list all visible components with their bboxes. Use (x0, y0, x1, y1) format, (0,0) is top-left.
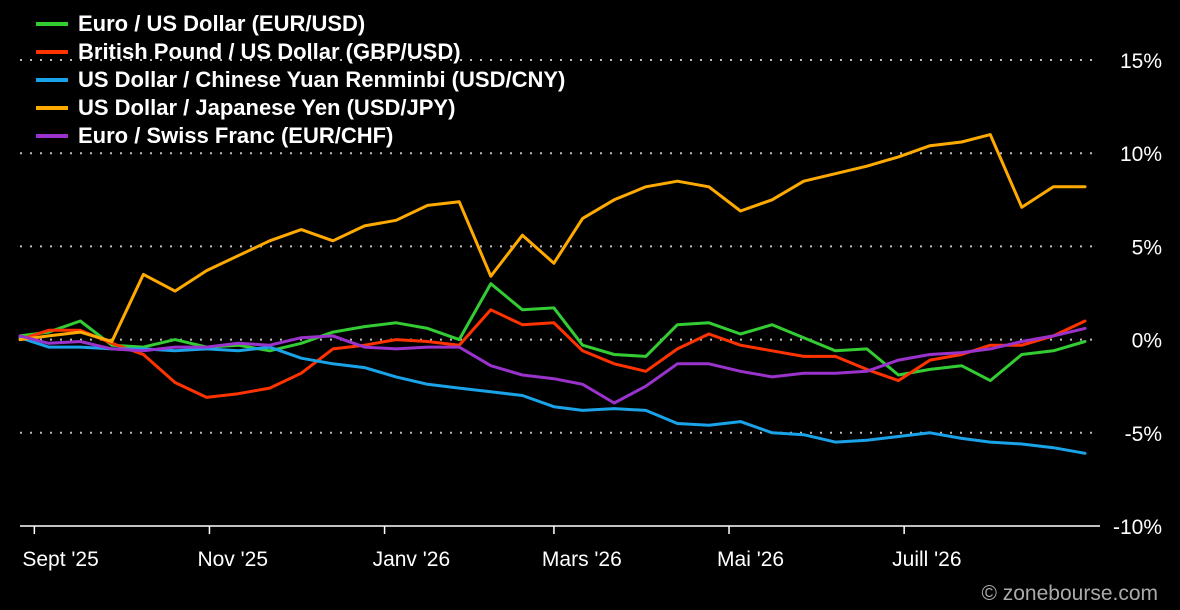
legend-label: US Dollar / Japanese Yen (USD/JPY) (78, 95, 456, 120)
series-line-usdcny (18, 336, 1087, 455)
y-tick-label: -5% (1125, 423, 1162, 446)
legend-swatch (36, 50, 68, 54)
y-tick-label: 5% (1132, 236, 1162, 259)
x-tick-label: Mars '26 (542, 548, 622, 571)
legend-label: Euro / US Dollar (EUR/USD) (78, 11, 366, 36)
legend-label: British Pound / US Dollar (GBP/USD) (78, 39, 461, 64)
watermark: © zonebourse.com (981, 582, 1158, 605)
y-tick-label: 10% (1120, 143, 1162, 166)
x-tick-label: Sept '25 (22, 548, 98, 571)
series-line-eurusd (18, 282, 1087, 383)
legend-item-eurusd[interactable]: Euro / US Dollar (EUR/USD) (36, 10, 565, 38)
legend-label: Euro / Swiss Franc (EUR/CHF) (78, 123, 394, 148)
y-tick-label: 0% (1132, 330, 1162, 353)
y-tick-label: 15% (1120, 50, 1162, 73)
x-tick-label: Nov '25 (197, 548, 268, 571)
x-axis: Sept '25 Nov '25 Janv '26 Mars '26 Mai '26 Ju… (22, 526, 962, 571)
legend-item-gbpusd[interactable]: British Pound / US Dollar (GBP/USD) (36, 38, 565, 66)
legend-item-usdjpy[interactable]: US Dollar / Japanese Yen (USD/JPY) (36, 94, 565, 122)
legend-swatch (36, 134, 68, 138)
grid-lines (20, 59, 1100, 527)
y-axis: 15% 10% 5% 0% -5% -10% (1113, 50, 1162, 539)
series-line-usdjpy (18, 133, 1087, 343)
legend-item-eurchf[interactable]: Euro / Swiss Franc (EUR/CHF) (36, 122, 565, 150)
series-line-gbpusd (18, 308, 1087, 399)
series-lines (18, 133, 1087, 455)
x-tick-label: Mai '26 (717, 548, 784, 571)
legend-swatch (36, 78, 68, 82)
legend: Euro / US Dollar (EUR/USD) British Pound… (36, 10, 565, 150)
legend-label: US Dollar / Chinese Yuan Renminbi (USD/C… (78, 67, 566, 92)
x-tick-label: Juill '26 (892, 548, 961, 571)
legend-swatch (36, 106, 68, 110)
series-line-eurchf (18, 326, 1087, 405)
legend-item-usdcny[interactable]: US Dollar / Chinese Yuan Renminbi (USD/C… (36, 66, 565, 94)
x-tick-label: Janv '26 (373, 548, 451, 571)
legend-swatch (36, 22, 68, 26)
y-tick-label: -10% (1113, 516, 1162, 539)
